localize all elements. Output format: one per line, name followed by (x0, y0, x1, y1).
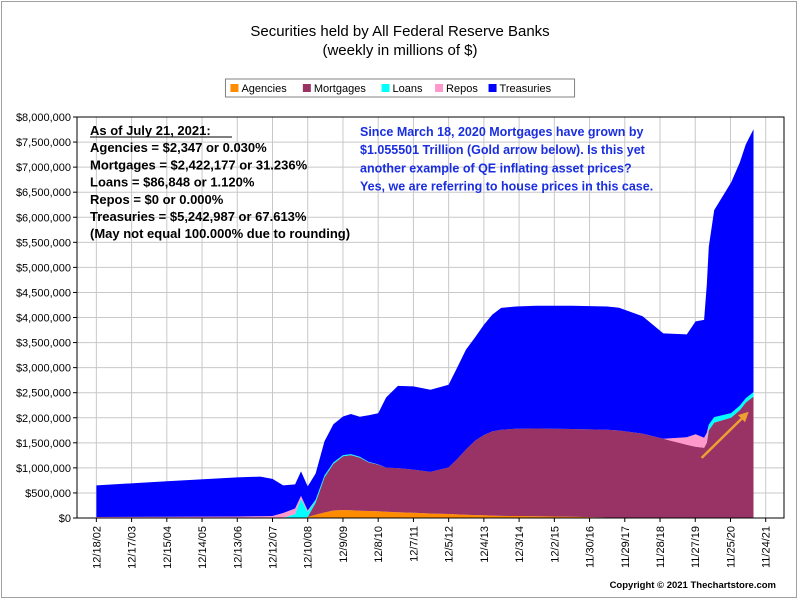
x-tick-label: 11/24/21 (761, 526, 773, 568)
legend-swatch-agencies (230, 84, 239, 92)
x-tick-label: 11/30/16 (585, 526, 597, 568)
stats-line: Repos = $0 or 0.000% (90, 192, 224, 207)
qe-line: another example of QE inflating asset pr… (360, 161, 632, 175)
qe-line: Since March 18, 2020 Mortgages have grow… (360, 125, 643, 139)
area-treasuries (96, 129, 754, 518)
x-tick-label: 12/13/06 (232, 526, 244, 569)
area-mortgages (96, 396, 754, 518)
x-tick-label: 12/14/05 (197, 526, 209, 569)
stats-line: Loans = $86,848 or 1.120% (90, 175, 255, 190)
y-tick-label: $2,000,000 (16, 413, 71, 425)
qe-line: $1.055501 Trillion (Gold arrow below). I… (360, 143, 646, 157)
y-tick-label: $5,000,000 (16, 262, 71, 274)
x-tick-label: 11/25/20 (725, 526, 737, 568)
x-tick-label: 12/8/10 (373, 526, 385, 563)
stats-line: Agencies = $2,347 or 0.030% (90, 140, 267, 155)
area-agencies (96, 510, 754, 518)
qe-line: Yes, we are referring to house prices in… (360, 180, 653, 194)
x-tick-label: 12/5/12 (444, 526, 456, 563)
legend-label-repos: Repos (446, 83, 478, 95)
y-tick-label: $1,000,000 (16, 463, 71, 475)
y-tick-label: $0 (59, 513, 71, 525)
y-tick-label: $3,000,000 (16, 363, 71, 375)
x-tick-label: 12/2/15 (549, 526, 561, 563)
stats-line: (May not equal 100.000% due to rounding) (90, 226, 350, 241)
stats-line: Mortgages = $2,422,177 or 31.236% (90, 157, 308, 172)
x-tick-label: 12/4/13 (479, 526, 491, 563)
y-tick-label: $4,500,000 (16, 287, 71, 299)
copyright-text: Copyright © 2021 Thechartstore.com (610, 580, 776, 591)
arrow-shaft (700, 417, 743, 459)
stats-annotation: As of July 21, 2021: Agencies = $2,347 or… (90, 123, 350, 241)
y-tick-label: $1,500,000 (16, 438, 71, 450)
arrow-head (738, 411, 749, 423)
y-tick-label: $7,500,000 (16, 137, 71, 149)
legend-swatch-loans (381, 84, 390, 92)
legend-label-agencies: Agencies (241, 83, 287, 95)
y-tick-label: $6,000,000 (16, 212, 71, 224)
legend-swatch-treasuries (488, 84, 497, 92)
x-tick-label: 12/9/09 (338, 526, 350, 563)
y-tick-label: $7,000,000 (16, 162, 71, 174)
x-tick-label: 12/3/14 (514, 526, 526, 563)
x-tick-label: 11/29/17 (620, 526, 632, 568)
plot-border (76, 116, 785, 519)
legend-label-treasuries: Treasuries (500, 83, 552, 95)
x-tick-label: 12/15/04 (162, 526, 174, 569)
y-tick-label: $500,000 (25, 488, 71, 500)
legend-label-mortgages: Mortgages (314, 83, 366, 95)
legend-label-loans: Loans (393, 83, 423, 95)
y-tick-label: $3,500,000 (16, 338, 71, 350)
legend-swatch-mortgages (302, 84, 311, 92)
stats-line: Treasuries = $5,242,987 or 67.613% (90, 209, 307, 224)
legend: Agencies Mortgages Loans Repos Treasuries (224, 78, 576, 98)
y-tick-label: $4,000,000 (16, 313, 71, 325)
chart-title: Securities held by All Federal Reserve B… (250, 23, 549, 40)
y-tick-label: $2,500,000 (16, 388, 71, 400)
x-tick-label: 12/10/08 (303, 526, 315, 569)
y-axis: $0 $500,000 $1,000,000 $1,500,000 $2,000,000… (16, 112, 77, 525)
x-tick-label: 12/12/07 (268, 526, 280, 569)
x-tick-label: 12/17/03 (127, 526, 139, 569)
gold-arrow (700, 411, 749, 459)
qe-annotation: Since March 18, 2020 Mortgages have grow… (360, 125, 653, 194)
y-tick-label: $6,500,000 (16, 187, 71, 199)
x-tick-label: 12/7/11 (408, 526, 420, 562)
legend-swatch-repos (435, 84, 444, 92)
x-tick-label: 11/27/19 (690, 526, 702, 568)
y-tick-label: $8,000,000 (16, 112, 71, 124)
legend-box (224, 78, 576, 98)
x-axis: 12/18/02 12/17/03 12/15/04 12/14/05 12/13/06… (91, 518, 773, 569)
chart-subtitle: (weekly in millions of $) (322, 42, 477, 59)
y-tick-label: $5,500,000 (16, 237, 71, 249)
x-tick-label: 11/28/18 (655, 526, 667, 568)
x-tick-label: 12/18/02 (91, 526, 103, 569)
data-areas (96, 129, 754, 518)
stats-line: As of July 21, 2021: (90, 123, 211, 138)
